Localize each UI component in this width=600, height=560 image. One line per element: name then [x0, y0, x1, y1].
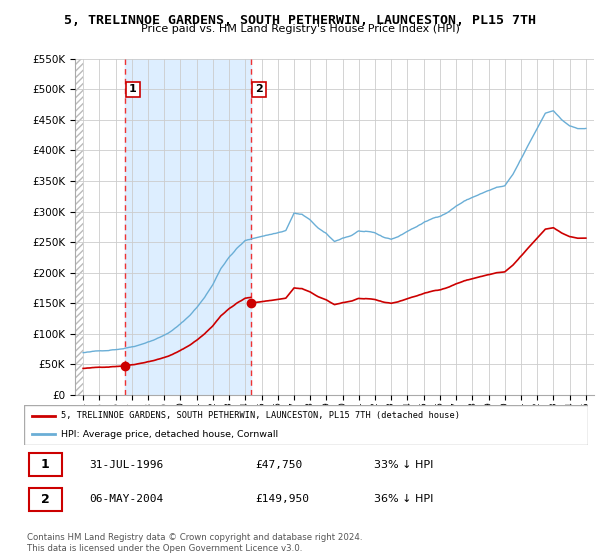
- Text: £47,750: £47,750: [255, 460, 302, 469]
- FancyBboxPatch shape: [29, 488, 62, 511]
- Text: £149,950: £149,950: [255, 494, 309, 505]
- Text: 31-JUL-1996: 31-JUL-1996: [89, 460, 163, 469]
- Text: Price paid vs. HM Land Registry's House Price Index (HPI): Price paid vs. HM Land Registry's House …: [140, 24, 460, 34]
- Text: 36% ↓ HPI: 36% ↓ HPI: [374, 494, 433, 505]
- Text: 1: 1: [129, 85, 137, 94]
- Text: Contains HM Land Registry data © Crown copyright and database right 2024.
This d: Contains HM Land Registry data © Crown c…: [27, 533, 362, 553]
- FancyBboxPatch shape: [24, 405, 588, 445]
- Bar: [75, 59, 83, 395]
- FancyBboxPatch shape: [29, 453, 62, 476]
- Text: 5, TRELINNOE GARDENS, SOUTH PETHERWIN, LAUNCESTON, PL15 7TH (detached house): 5, TRELINNOE GARDENS, SOUTH PETHERWIN, L…: [61, 411, 460, 420]
- Text: 06-MAY-2004: 06-MAY-2004: [89, 494, 163, 505]
- Text: 2: 2: [41, 493, 50, 506]
- Bar: [125, 59, 251, 395]
- Text: 2: 2: [255, 85, 263, 94]
- Text: HPI: Average price, detached house, Cornwall: HPI: Average price, detached house, Corn…: [61, 430, 278, 439]
- Text: 5, TRELINNOE GARDENS, SOUTH PETHERWIN, LAUNCESTON, PL15 7TH: 5, TRELINNOE GARDENS, SOUTH PETHERWIN, L…: [64, 14, 536, 27]
- Text: 33% ↓ HPI: 33% ↓ HPI: [374, 460, 433, 469]
- Text: 1: 1: [41, 458, 50, 471]
